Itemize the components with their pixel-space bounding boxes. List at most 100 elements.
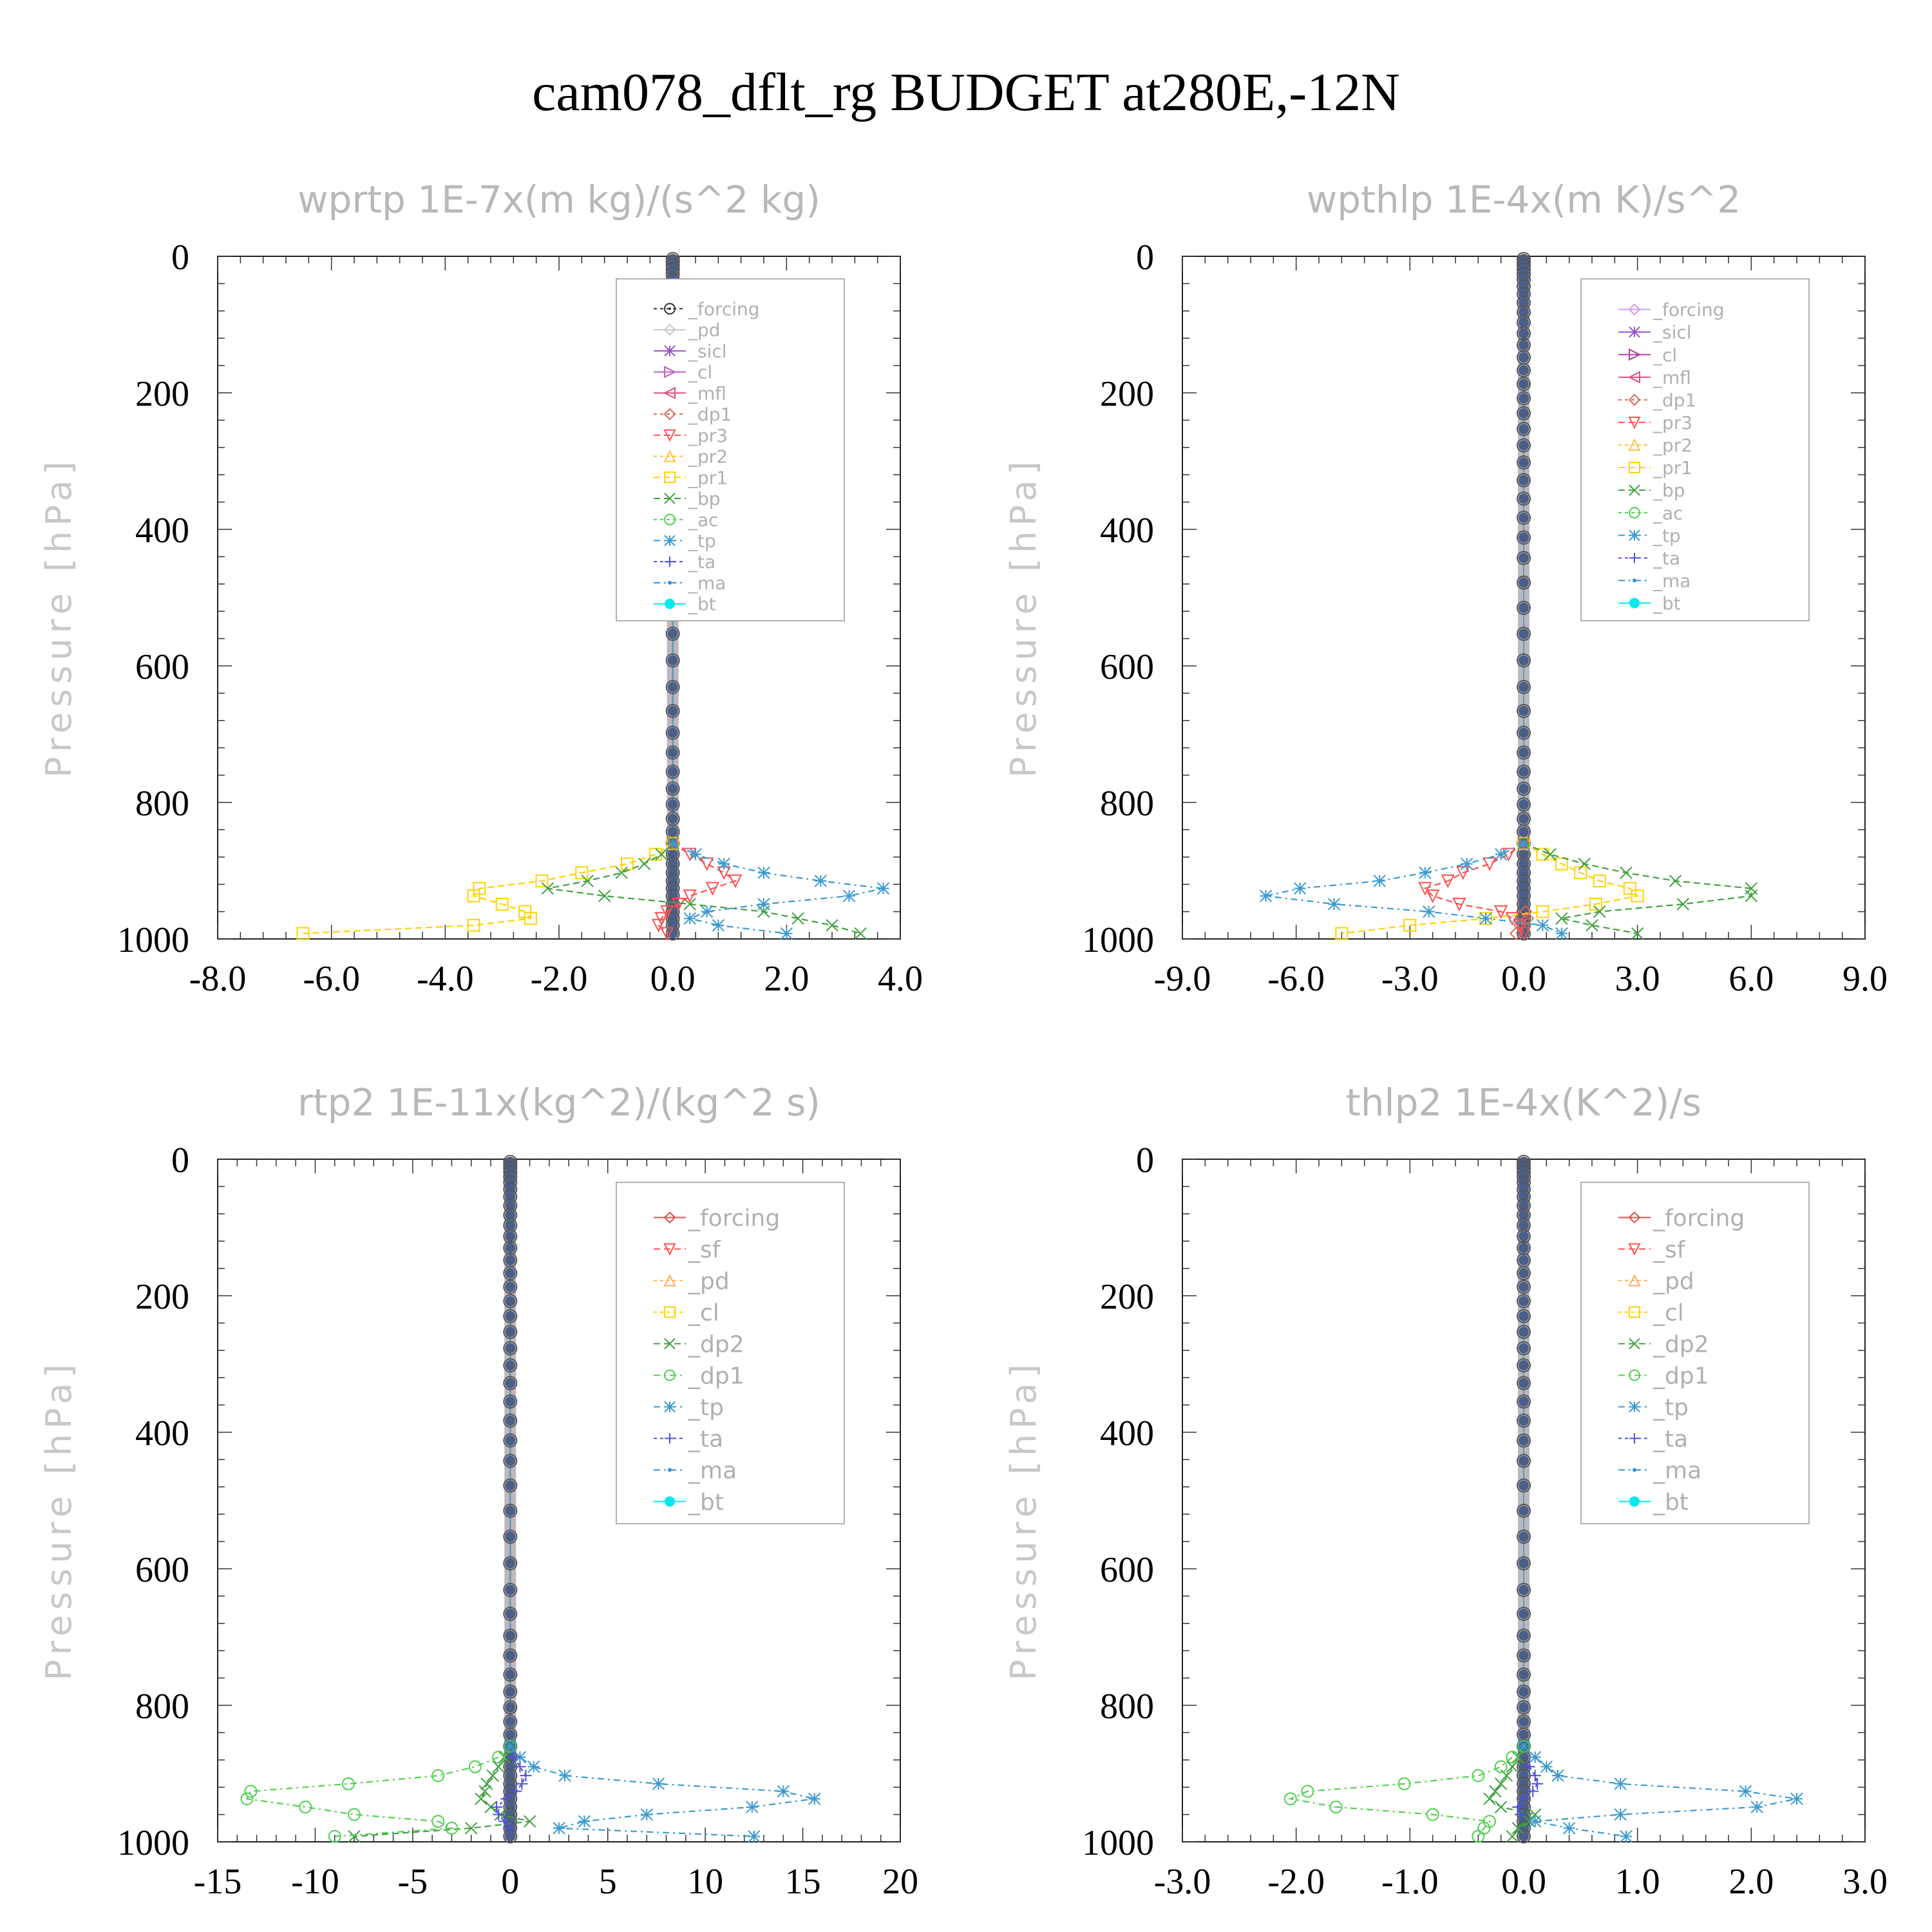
- data-point: [504, 1822, 516, 1834]
- legend-marker: [665, 598, 675, 609]
- data-point: [493, 1808, 505, 1821]
- series-tp: [1259, 837, 1568, 940]
- y-axis-label: Pressure [hPa]: [1003, 456, 1044, 777]
- zero-series-stack: [503, 1155, 518, 1844]
- data-point: [655, 848, 668, 861]
- legend-label: _bp: [1653, 480, 1685, 501]
- data-point: [748, 1830, 761, 1843]
- zero-marker: [503, 1700, 518, 1715]
- zero-marker: [665, 653, 680, 668]
- series-dp1: [1283, 1739, 1530, 1843]
- zero-marker: [1517, 1454, 1531, 1468]
- zero-marker: [1517, 781, 1531, 796]
- data-point: [1403, 918, 1417, 932]
- legend-marker: [664, 1401, 676, 1413]
- legend-label: _tp: [1653, 1394, 1689, 1421]
- panel-title: rtp2 1E-11x(kg^2)/(kg^2 s): [298, 1081, 820, 1124]
- data-point: [527, 1760, 540, 1774]
- zero-marker: [1517, 510, 1531, 525]
- data-point: [1472, 1769, 1485, 1783]
- zero-marker: [665, 811, 680, 826]
- legend-item: _bt: [1618, 593, 1681, 614]
- legend-marker: [664, 513, 676, 526]
- legend-item: _bt: [654, 1489, 724, 1515]
- data-point: [1555, 912, 1568, 925]
- legend-marker: [664, 1369, 676, 1381]
- data-point: [1419, 866, 1432, 879]
- data-point: [1614, 1808, 1627, 1821]
- legend-marker: [1629, 348, 1642, 361]
- zero-marker: [503, 1280, 518, 1294]
- zero-marker: [503, 1503, 518, 1518]
- zero-marker: [1517, 1358, 1531, 1373]
- x-tick-label: 1.0: [1615, 1862, 1660, 1902]
- zero-marker: [1517, 703, 1531, 718]
- data-point: [475, 1792, 488, 1805]
- data-point: [660, 905, 674, 919]
- data-point: [492, 1750, 506, 1764]
- zero-marker: [665, 627, 680, 641]
- legend: _forcing_sicl_cl_mfl_dp1_pr3_pr2_pr1_bp_…: [1580, 278, 1810, 621]
- x-tick-label: 3.0: [1615, 959, 1660, 999]
- legend-marker: [1629, 1401, 1640, 1413]
- data-point: [652, 1777, 665, 1790]
- zero-series-stack: [1517, 1155, 1531, 1844]
- data-point: [1614, 1777, 1627, 1790]
- data-point: [558, 1769, 571, 1782]
- data-point: [1540, 1760, 1553, 1774]
- y-tick-label: 200: [135, 374, 189, 414]
- data-point: [1423, 905, 1435, 918]
- zero-marker: [1517, 1309, 1531, 1323]
- legend-marker: [663, 408, 676, 421]
- legend-item: _bt: [1618, 1489, 1689, 1515]
- data-point: [1517, 837, 1530, 850]
- zero-marker: [503, 1294, 518, 1309]
- zero-marker: [503, 1727, 518, 1742]
- zero-marker: [1517, 811, 1531, 826]
- data-point: [712, 919, 725, 932]
- legend-item: _pr3: [1618, 412, 1692, 433]
- data-point: [523, 1815, 536, 1828]
- zero-marker: [503, 1253, 518, 1267]
- legend-label: _pr3: [1653, 412, 1692, 433]
- zero-marker: [503, 1628, 518, 1643]
- legend-item: _sicl: [1618, 322, 1692, 343]
- legend-marker: [1629, 553, 1640, 564]
- legend-label: _ac: [688, 509, 719, 531]
- data-point: [575, 866, 589, 880]
- data-point: [1739, 1785, 1752, 1798]
- x-tick-label: 0.0: [1501, 1862, 1546, 1902]
- legend-marker: [663, 1211, 676, 1224]
- zero-marker: [1517, 422, 1531, 437]
- legend-label: _pd: [688, 319, 721, 341]
- y-tick-label: 0: [1136, 1141, 1154, 1180]
- y-tick-label: 0: [171, 238, 189, 278]
- zero-marker: [1517, 575, 1531, 590]
- legend-item: _ac: [1618, 502, 1683, 524]
- series-ta: [491, 1751, 532, 1834]
- legend-label: _bp: [688, 488, 721, 509]
- y-tick-label: 800: [1100, 784, 1154, 824]
- y-tick-label: 0: [171, 1141, 189, 1180]
- series-tp: [666, 837, 890, 940]
- legend-item: _bp: [1618, 480, 1685, 501]
- zero-marker: [1517, 1325, 1531, 1340]
- data-point: [553, 1822, 565, 1835]
- page-title: cam078_dflt_rg BUDGET at280E,-12N: [532, 62, 1400, 122]
- data-point: [654, 912, 668, 926]
- legend-box: [616, 278, 845, 621]
- y-tick-label: 400: [135, 511, 189, 551]
- zero-marker: [503, 1530, 518, 1544]
- data-point: [651, 918, 666, 933]
- data-point: [1589, 897, 1602, 911]
- legend-item: _ac: [654, 509, 719, 531]
- data-point: [1676, 898, 1690, 911]
- legend-marker: [1629, 1433, 1640, 1444]
- data-point: [1536, 919, 1549, 932]
- zero-marker: [503, 1582, 518, 1597]
- legend-marker: [1633, 578, 1636, 583]
- zero-marker: [503, 1208, 518, 1222]
- data-point: [467, 889, 480, 903]
- data-point: [1397, 1777, 1411, 1790]
- data-point: [1536, 848, 1549, 861]
